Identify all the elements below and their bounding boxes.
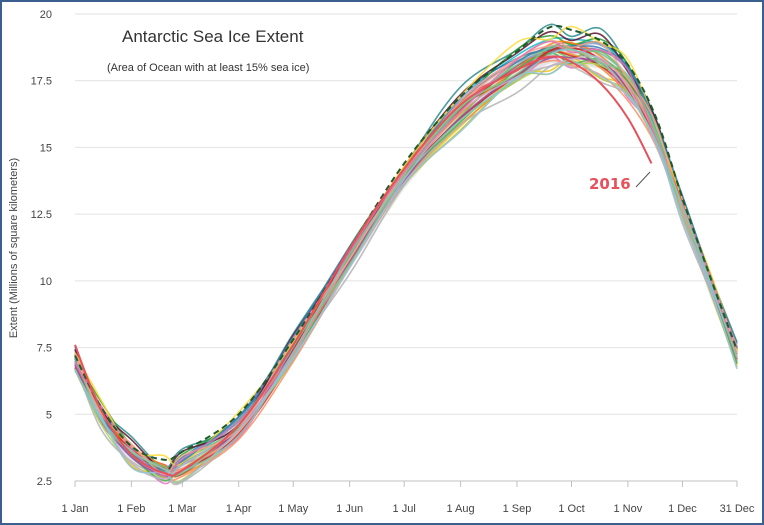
y-tick-label: 7.5 — [37, 343, 52, 355]
y-tick-label: 17.5 — [31, 76, 52, 88]
y-tick-label: 20 — [40, 9, 52, 21]
x-tick-label: 1 Nov — [614, 503, 643, 515]
dashed-series-line — [74, 24, 738, 461]
y-tick-label: 5 — [46, 409, 52, 421]
x-tick-label: 1 Jun — [336, 503, 363, 515]
x-tick-label: 1 Feb — [117, 503, 145, 515]
year-series-line — [74, 51, 738, 478]
x-tick-label: 1 Dec — [668, 503, 697, 515]
series-lines — [74, 23, 738, 486]
year-series-line — [74, 48, 738, 475]
x-tick-label: 1 Oct — [558, 503, 584, 515]
x-tick-label: 1 Jul — [393, 503, 416, 515]
year-series-line — [74, 47, 738, 473]
y-axis-label: Extent (Millions of square kilometers) — [8, 158, 20, 338]
series-2016-line — [74, 55, 653, 477]
highlight-series — [74, 55, 653, 477]
x-tick-label: 1 Mar — [168, 503, 196, 515]
year-series-line — [74, 44, 738, 477]
chart-subtitle: (Area of Ocean with at least 15% sea ice… — [107, 62, 309, 74]
year-series-line — [74, 59, 738, 484]
year-series-line — [74, 61, 738, 484]
annotation-2016: 2016 — [589, 175, 631, 193]
dashed-series — [74, 24, 738, 461]
y-tick-label: 10 — [40, 276, 52, 288]
x-tick-label: 1 Jan — [62, 503, 89, 515]
year-series-line — [74, 63, 738, 486]
y-tick-label: 15 — [40, 142, 52, 154]
x-tick-label: 1 Aug — [446, 503, 474, 515]
annotation-leader-line — [635, 171, 651, 188]
x-tick-label: 1 May — [278, 503, 308, 515]
year-series-line — [74, 57, 738, 483]
x-tick-label: 1 Sep — [503, 503, 532, 515]
x-tick-label: 1 Apr — [226, 503, 252, 515]
y-axis-ticks: 2.5 5 7.5 10 12.5 15 17.5 20 — [31, 9, 52, 488]
y-tick-label: 12.5 — [31, 209, 52, 221]
year-series-line — [74, 55, 738, 480]
x-axis-ticks: 1 Jan 1 Feb 1 Mar 1 Apr 1 May 1 Jun 1 Jul 1 Aug… — [62, 480, 755, 515]
year-series-line — [74, 47, 738, 477]
y-tick-label: 2.5 — [37, 476, 52, 488]
year-series-line — [74, 52, 738, 482]
gridlines — [75, 13, 737, 482]
year-series-line — [74, 62, 738, 480]
chart-title: Antarctic Sea Ice Extent — [122, 27, 304, 46]
year-series-line — [74, 56, 738, 485]
year-series-line — [74, 46, 738, 473]
year-series-line — [74, 59, 738, 482]
x-tick-label: 31 Dec — [720, 503, 755, 515]
